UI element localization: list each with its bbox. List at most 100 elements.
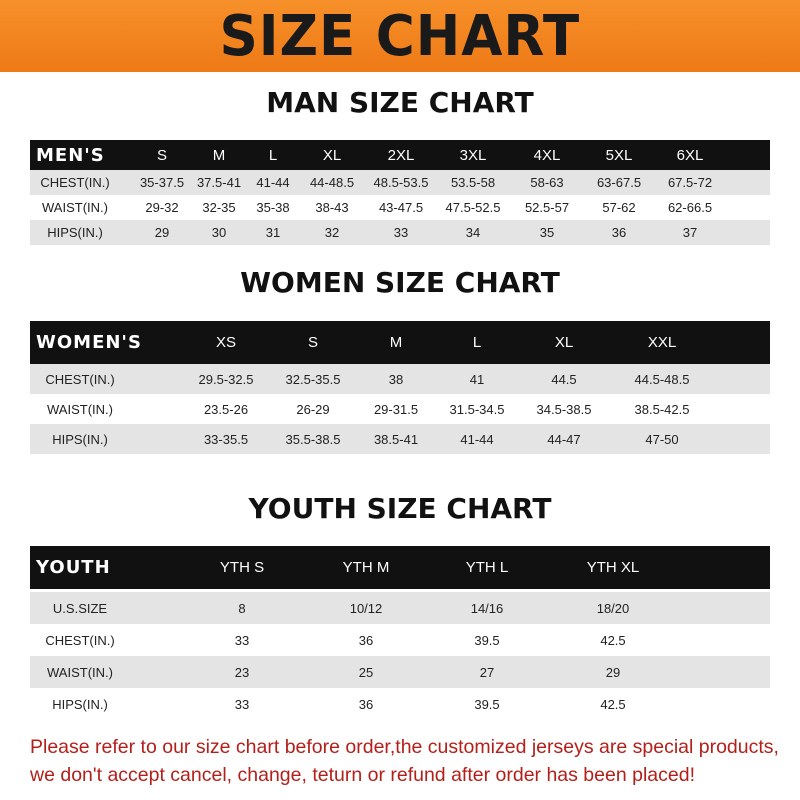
table-row: WAIST(IN.) 23 25 27 29 <box>30 656 770 688</box>
size-header: XXL <box>647 334 677 351</box>
measurement-value: 31 <box>265 225 281 240</box>
measurement-value: 38.5-42.5 <box>634 401 690 417</box>
women-chart-title: WOMEN SIZE CHART <box>240 266 560 299</box>
table-row: CHEST(IN.) 33 36 39.5 42.5 <box>30 624 770 656</box>
size-header: 6XL <box>676 146 704 164</box>
measurement-value: 41 <box>469 371 485 387</box>
measurement-value: 39.5 <box>474 696 500 712</box>
measurement-value: 42.5 <box>600 632 626 648</box>
measurement-value: 38-43 <box>315 200 349 215</box>
measurement-value: 35-38 <box>256 200 290 215</box>
measurement-value: 48.5-53.5 <box>373 175 429 190</box>
measurement-label: CHEST(IN.) <box>45 632 115 648</box>
table-label: YOUTH <box>36 557 111 578</box>
measurement-label: U.S.SIZE <box>52 600 108 616</box>
table-row: HIPS(IN.) 33 36 39.5 42.5 <box>30 688 770 720</box>
measurement-label: HIPS(IN.) <box>47 225 103 240</box>
measurement-label: WAIST(IN.) <box>47 664 113 680</box>
measurement-value: 47.5-52.5 <box>445 200 501 215</box>
size-header: 3XL <box>459 146 487 164</box>
size-header: XL <box>322 146 342 164</box>
size-header: XL <box>554 334 574 351</box>
measurement-value: 29 <box>605 664 621 680</box>
measurement-value: 32-35 <box>202 200 236 215</box>
size-header: L <box>268 146 278 164</box>
measurement-value: 63-67.5 <box>596 175 642 190</box>
measurement-value: 33 <box>234 632 250 648</box>
notice-line-2: we don't accept cancel, change, teturn o… <box>30 764 695 786</box>
measurement-label: HIPS(IN.) <box>52 431 108 447</box>
size-header: M <box>389 334 403 351</box>
size-header: M <box>212 146 226 164</box>
measurement-value: 33-35.5 <box>203 431 249 447</box>
measurement-value: 31.5-34.5 <box>449 401 505 417</box>
youth-size-table: YOUTH YTH S YTH M YTH L YTH XL U.S.SIZE 8 10/12… <box>30 546 770 720</box>
size-header: L <box>472 334 482 351</box>
measurement-value: 43-47.5 <box>378 200 424 215</box>
measurement-value: 35 <box>539 225 555 240</box>
measurement-value: 58-63 <box>530 175 564 190</box>
size-header: S <box>156 146 168 164</box>
table-row: CHEST(IN.) 35-37.5 37.5-41 41-44 44-48.5 48.5… <box>30 170 770 195</box>
measurement-value: 53.5-58 <box>450 175 496 190</box>
notice-line-1: Please refer to our size chart before or… <box>30 736 779 758</box>
measurement-value: 41-44 <box>256 175 290 190</box>
table-row: HIPS(IN.) 33-35.5 35.5-38.5 38.5-41 41-44 44-… <box>30 424 770 454</box>
measurement-value: 44.5 <box>551 371 577 387</box>
size-header: 2XL <box>387 146 415 164</box>
banner-title: SIZE CHART <box>219 3 581 69</box>
table-label: MEN'S <box>36 144 105 166</box>
measurement-value: 33 <box>234 696 250 712</box>
measurement-value: 25 <box>358 664 374 680</box>
table-row: HIPS(IN.) 29 30 31 32 33 34 35 36 37 <box>30 220 770 245</box>
size-chart-banner: SIZE CHART <box>0 0 800 72</box>
measurement-value: 23 <box>234 664 250 680</box>
measurement-value: 36 <box>611 225 627 240</box>
size-header: YTH S <box>219 559 265 576</box>
size-header: XS <box>215 334 237 351</box>
header-row: YOUTH YTH S YTH M YTH L YTH XL <box>30 546 770 589</box>
youth-chart-title: YOUTH SIZE CHART <box>248 492 552 525</box>
measurement-value: 67.5-72 <box>667 175 713 190</box>
size-header: YTH L <box>465 559 509 576</box>
measurement-label: WAIST(IN.) <box>42 200 108 215</box>
measurement-value: 38 <box>388 371 404 387</box>
table-row: U.S.SIZE 8 10/12 14/16 18/20 <box>30 592 770 624</box>
measurement-value: 18/20 <box>596 600 630 616</box>
measurement-value: 14/16 <box>470 600 504 616</box>
measurement-value: 39.5 <box>474 632 500 648</box>
size-header: S <box>307 334 319 351</box>
size-header: 5XL <box>605 146 633 164</box>
measurement-value: 35-37.5 <box>139 175 185 190</box>
measurement-value: 26-29 <box>296 401 330 417</box>
measurement-value: 8 <box>238 600 246 616</box>
measurement-value: 62-66.5 <box>667 200 713 215</box>
measurement-value: 29-31.5 <box>373 401 419 417</box>
measurement-value: 10/12 <box>349 600 383 616</box>
table-row: CHEST(IN.) 29.5-32.5 32.5-35.5 38 41 44.5 44.5… <box>30 364 770 394</box>
measurement-value: 44-48.5 <box>309 175 355 190</box>
measurement-value: 23.5-26 <box>203 401 249 417</box>
table-row: WAIST(IN.) 23.5-26 26-29 29-31.5 31.5-34.5 34… <box>30 394 770 424</box>
size-header: YTH XL <box>586 559 640 576</box>
measurement-value: 52.5-57 <box>524 200 570 215</box>
size-header: 4XL <box>533 146 561 164</box>
measurement-value: 38.5-41 <box>373 431 419 447</box>
measurement-value: 36 <box>358 696 374 712</box>
table-label: WOMEN'S <box>36 332 142 353</box>
header-row: MEN'S S M L XL 2XL 3XL 4XL 5XL 6XL <box>30 140 770 170</box>
men-chart-title: MAN SIZE CHART <box>266 86 534 119</box>
women-size-table: WOMEN'S XS S M L XL XXL CHEST(IN.) 29.5-32.5 32.5… <box>30 321 770 454</box>
measurement-value: 36 <box>358 632 374 648</box>
measurement-label: WAIST(IN.) <box>47 401 113 417</box>
header-row: WOMEN'S XS S M L XL XXL <box>30 321 770 364</box>
measurement-value: 33 <box>393 225 409 240</box>
measurement-value: 34 <box>465 225 481 240</box>
measurement-label: HIPS(IN.) <box>52 696 108 712</box>
measurement-value: 44.5-48.5 <box>634 371 690 387</box>
measurement-label: CHEST(IN.) <box>40 175 110 190</box>
measurement-value: 27 <box>479 664 495 680</box>
measurement-value: 29-32 <box>145 200 179 215</box>
size-header: YTH M <box>342 559 390 576</box>
measurement-value: 34.5-38.5 <box>536 401 592 417</box>
